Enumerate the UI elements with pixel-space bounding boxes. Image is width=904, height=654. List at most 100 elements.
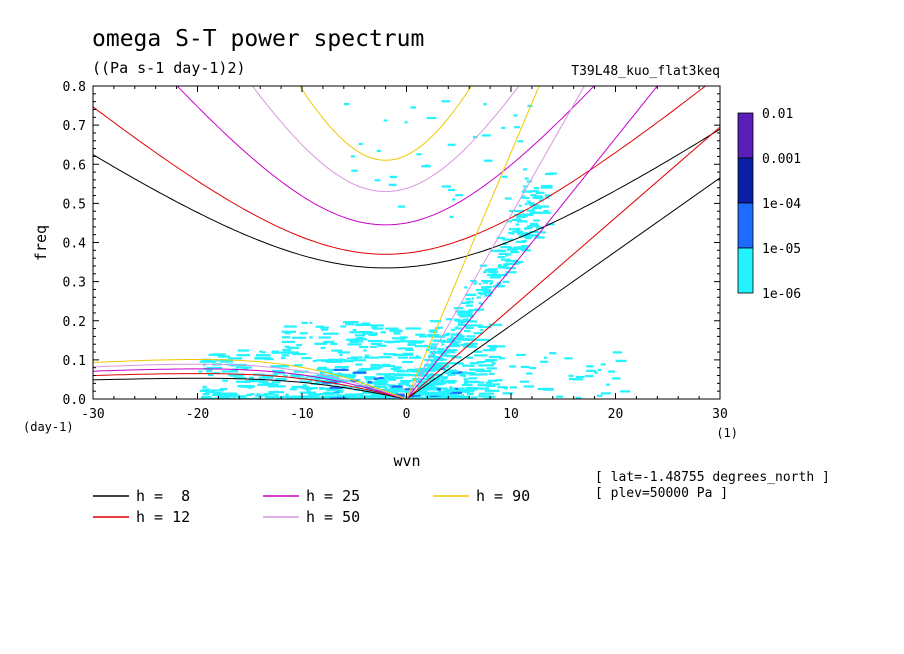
power-cell — [365, 377, 379, 380]
power-cell — [447, 188, 455, 192]
power-cell — [374, 179, 381, 182]
power-cell — [488, 323, 503, 326]
power-cell — [432, 364, 450, 367]
power-cell — [491, 362, 496, 365]
power-cell — [291, 352, 307, 356]
y-tick-label: 0.5 — [63, 197, 86, 212]
power-cell — [347, 357, 355, 360]
power-cell — [527, 202, 535, 205]
power-cell — [284, 332, 291, 335]
power-cell — [511, 249, 518, 252]
power-cell — [330, 360, 343, 363]
power-cell — [389, 175, 398, 178]
power-cell — [416, 380, 428, 384]
power-cell — [362, 391, 377, 394]
power-cell — [458, 388, 467, 392]
power-cell — [466, 390, 475, 393]
ig-curve-h50 — [251, 86, 520, 193]
power-cell — [388, 183, 397, 186]
power-cell — [282, 336, 291, 339]
power-cell — [445, 362, 459, 365]
power-cell — [347, 396, 355, 399]
power-cell — [262, 382, 275, 385]
power-cell — [319, 326, 329, 329]
power-cell — [490, 281, 493, 284]
power-cell — [340, 325, 347, 328]
power-cell — [416, 380, 421, 383]
dispersion-curves — [93, 86, 720, 399]
power-cell — [519, 235, 530, 238]
power-cell — [219, 387, 224, 391]
power-cell — [239, 385, 255, 388]
power-cell — [534, 236, 545, 239]
power-cell — [409, 356, 422, 359]
power-cell — [274, 394, 279, 397]
power-cell — [236, 354, 251, 357]
x-tick-label: -30 — [81, 407, 104, 422]
spectral-power-field — [198, 100, 631, 399]
power-cell — [382, 377, 395, 380]
power-cell — [457, 321, 463, 324]
power-cell — [370, 366, 383, 369]
power-cell — [446, 340, 454, 343]
power-cell — [454, 327, 463, 330]
power-cell — [455, 390, 471, 393]
power-cell — [271, 381, 281, 384]
power-cell — [317, 366, 327, 369]
power-cell — [352, 395, 358, 398]
power-cell — [430, 360, 438, 363]
power-cell — [292, 336, 306, 339]
power-cell — [501, 175, 508, 178]
power-cell — [361, 322, 371, 325]
power-cell — [529, 224, 540, 227]
power-cell — [533, 195, 543, 198]
power-cell — [468, 309, 480, 312]
power-cell — [466, 356, 474, 359]
power-cell — [481, 286, 489, 289]
power-cell — [335, 389, 344, 392]
power-cell — [434, 358, 443, 362]
power-cell — [391, 385, 403, 388]
power-cell — [450, 328, 455, 331]
x-tick-label: 0 — [403, 407, 411, 422]
power-cell — [442, 334, 449, 337]
power-cell — [452, 342, 458, 345]
power-cell — [465, 304, 473, 307]
power-cell — [333, 397, 348, 399]
power-cell — [498, 357, 505, 360]
power-cell — [233, 377, 247, 380]
power-cell — [463, 378, 469, 381]
power-cell — [524, 232, 528, 235]
power-cell — [465, 386, 477, 389]
x-tick-label: -10 — [290, 407, 313, 422]
power-cell — [479, 293, 483, 296]
power-cell — [480, 329, 484, 332]
power-cell — [337, 351, 350, 354]
power-cell — [488, 379, 498, 382]
power-cell — [282, 385, 286, 388]
power-cell — [462, 315, 466, 318]
power-cell — [441, 377, 448, 380]
power-cell — [509, 247, 522, 250]
power-cell — [355, 359, 367, 362]
power-cell — [511, 232, 515, 235]
power-cell — [428, 345, 437, 348]
power-cell — [527, 104, 533, 108]
power-cell — [546, 223, 555, 226]
power-cell — [490, 249, 502, 252]
power-cell — [486, 288, 491, 291]
power-cell — [376, 149, 381, 153]
power-cell — [478, 282, 481, 286]
power-cell — [338, 380, 355, 383]
power-cell — [464, 293, 475, 296]
chart-title: omega S-T power spectrum — [92, 26, 424, 52]
power-cell — [362, 332, 378, 335]
power-cell — [384, 327, 399, 330]
power-cell — [549, 352, 557, 355]
power-cell — [459, 374, 466, 377]
power-cell — [514, 262, 519, 265]
power-cell — [517, 227, 520, 230]
power-cell — [224, 360, 233, 363]
power-cell — [490, 273, 500, 276]
power-cell — [399, 336, 408, 339]
